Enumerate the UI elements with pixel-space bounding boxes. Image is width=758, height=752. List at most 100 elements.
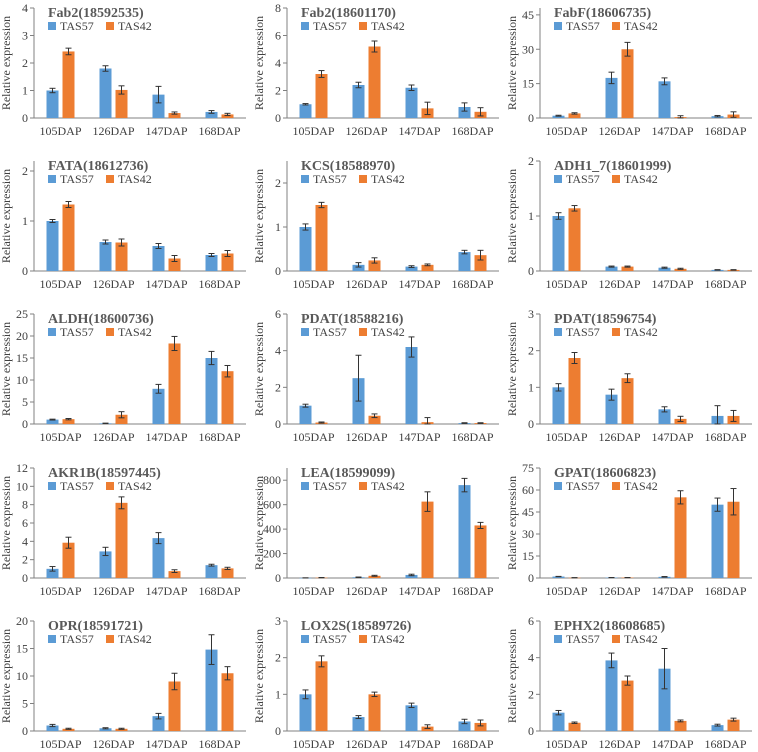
x-tick-label: 168DAP: [198, 124, 240, 138]
bar-tas42: [474, 525, 487, 578]
bar-tas42: [62, 419, 75, 424]
legend-swatch-tas57: [301, 175, 309, 183]
legend-swatch-tas57: [554, 175, 562, 183]
bar-tas57: [99, 728, 112, 731]
y-tick-label: 3: [275, 614, 281, 628]
y-axis-label: Relative expression: [252, 322, 266, 416]
bar-tas57: [46, 725, 59, 731]
legend-swatch-tas57: [48, 175, 56, 183]
legend-label: TAS42: [118, 632, 152, 646]
x-tick-label: 105DAP: [39, 277, 81, 291]
y-tick-label: 2: [528, 344, 534, 358]
x-tick-label: 168DAP: [451, 430, 493, 444]
x-tick-label: 105DAP: [39, 737, 81, 751]
x-tick-label: 126DAP: [92, 277, 134, 291]
bar-tas57: [99, 551, 112, 578]
y-tick-label: 0: [22, 417, 28, 431]
bar-tas42: [115, 89, 128, 118]
y-axis-label: Relative expression: [0, 16, 13, 110]
bar-tas42: [115, 502, 128, 578]
x-tick-label: 126DAP: [345, 124, 387, 138]
bar-tas57: [552, 216, 565, 271]
bar-tas57: [205, 358, 218, 424]
y-tick-label: 2: [22, 553, 28, 567]
bar-tas57: [711, 725, 724, 731]
legend-label: TAS42: [118, 19, 152, 33]
legend-swatch-tas42: [359, 22, 367, 30]
legend-label: TAS57: [60, 479, 94, 493]
y-axis-label: Relative expression: [0, 476, 13, 570]
x-tick-label: 147DAP: [398, 430, 440, 444]
y-tick-label: 1: [275, 687, 281, 701]
y-tick-label: 0: [528, 417, 534, 431]
x-tick-label: 105DAP: [39, 430, 81, 444]
y-tick-label: 10: [16, 373, 28, 387]
bar-tas42: [621, 680, 634, 731]
y-tick-label: 20: [16, 614, 28, 628]
x-tick-label: 168DAP: [198, 277, 240, 291]
chart-title: FATA(18612736): [48, 159, 149, 174]
y-axis-label: Relative expression: [505, 629, 519, 723]
x-tick-label: 105DAP: [545, 737, 587, 751]
x-tick-label: 168DAP: [198, 430, 240, 444]
bar-tas42: [368, 46, 381, 118]
y-tick-label: 400: [263, 522, 281, 536]
chart-title: GPAT(18606823): [554, 466, 656, 481]
y-tick-label: 1: [275, 220, 281, 234]
y-tick-label: 4: [528, 651, 534, 665]
chart-panel-6: 0 1 2 Relative expression 105DAP 126DAP 147DAP…: [505, 154, 752, 291]
y-tick-label: 25: [16, 307, 28, 321]
chart-panel-15: 0 2 4 6 Relative expression 105DAP 126DAP 147DA…: [505, 614, 752, 751]
legend-label: TAS42: [118, 479, 152, 493]
bar-tas57: [152, 538, 165, 578]
bar-tas57: [205, 255, 218, 271]
bar-tas42: [62, 51, 75, 119]
legend-swatch-tas42: [612, 175, 620, 183]
bar-tas42: [168, 343, 181, 424]
x-tick-label: 147DAP: [398, 124, 440, 138]
bar-tas42: [315, 661, 328, 731]
x-tick-label: 147DAP: [145, 584, 187, 598]
y-axis-label: Relative expression: [252, 629, 266, 723]
y-axis-label: Relative expression: [0, 322, 13, 416]
x-tick-label: 168DAP: [451, 584, 493, 598]
x-tick-label: 168DAP: [704, 584, 746, 598]
legend-label: TAS57: [566, 479, 600, 493]
bar-tas57: [552, 576, 565, 578]
y-tick-label: 0: [275, 571, 281, 585]
chart-panel-5: 0 1 2 Relative expression 105DAP 126DAP 147DAP…: [252, 159, 499, 291]
y-tick-label: 6: [528, 614, 534, 628]
chart-panel-1: 0 1 2 3 4 Relative expression 105DAP 126DAP 147D…: [0, 1, 246, 138]
x-tick-label: 126DAP: [345, 584, 387, 598]
bar-tas42: [115, 728, 128, 731]
y-tick-label: 2: [22, 56, 28, 70]
x-tick-label: 105DAP: [292, 124, 334, 138]
x-tick-label: 105DAP: [545, 124, 587, 138]
legend-swatch-tas42: [106, 175, 114, 183]
legend-label: TAS57: [60, 632, 94, 646]
y-axis-label: Relative expression: [505, 169, 519, 263]
x-tick-label: 105DAP: [292, 737, 334, 751]
x-tick-label: 168DAP: [198, 584, 240, 598]
legend-swatch-tas57: [48, 635, 56, 643]
x-tick-label: 105DAP: [292, 430, 334, 444]
bar-tas57: [552, 115, 565, 118]
x-tick-label: 168DAP: [704, 124, 746, 138]
y-tick-label: 8: [275, 1, 281, 15]
bar-tas42: [368, 694, 381, 731]
bar-tas57: [405, 347, 418, 424]
y-tick-label: 10: [16, 479, 28, 493]
bar-tas57: [458, 485, 471, 578]
y-tick-label: 45: [522, 8, 534, 22]
bar-tas42: [62, 542, 75, 578]
y-tick-label: 30: [522, 42, 534, 56]
bar-tas57: [152, 246, 165, 271]
bar-tas57: [152, 94, 165, 118]
y-tick-label: 30: [522, 527, 534, 541]
bar-tas42: [421, 264, 434, 271]
